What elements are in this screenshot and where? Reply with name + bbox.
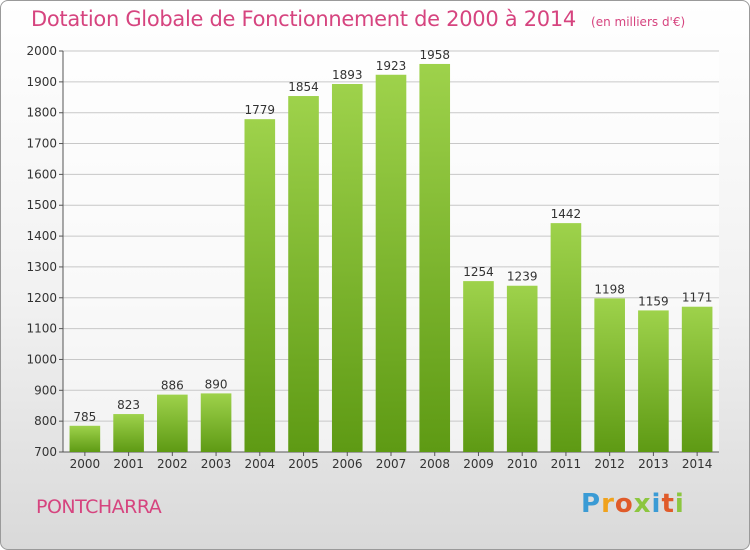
bar-value-label: 886 (161, 379, 184, 393)
y-tick-label: 1800 (26, 106, 57, 120)
x-tick-label: 2003 (201, 457, 232, 471)
x-tick-label: 2007 (376, 457, 407, 471)
bar-value-label: 785 (73, 410, 96, 424)
bar (638, 310, 669, 452)
y-tick-label: 1300 (26, 260, 57, 274)
y-tick-label: 2000 (26, 44, 57, 58)
x-tick-label: 2000 (70, 457, 101, 471)
bar (419, 63, 451, 452)
bar-value-label: 1854 (288, 80, 319, 94)
bar-value-label: 1779 (245, 103, 276, 117)
bar (244, 119, 276, 453)
bar (506, 285, 538, 452)
bar-value-label: 1958 (419, 48, 450, 62)
y-tick-label: 1200 (26, 291, 57, 305)
bar-value-label: 1254 (463, 265, 494, 279)
x-tick-label: 2014 (682, 457, 713, 471)
bar (288, 96, 319, 452)
x-tick-label: 2004 (245, 457, 276, 471)
y-tick-label: 1600 (26, 167, 57, 181)
bar (157, 394, 188, 452)
bar (113, 414, 144, 452)
bar-value-label: 890 (205, 377, 228, 391)
bar (463, 281, 494, 452)
logo-letter: P (581, 489, 602, 519)
chart-title: Dotation Globale de Fonctionnement de 20… (31, 7, 685, 31)
commune-name: PONTCHARRA (36, 496, 162, 518)
bar (69, 425, 101, 452)
title-main: Dotation Globale de Fonctionnement de 20… (31, 7, 576, 31)
bar (681, 306, 713, 452)
x-tick-label: 2013 (638, 457, 669, 471)
bar-value-label: 1159 (638, 294, 669, 308)
y-tick-label: 1400 (26, 229, 57, 243)
bar (550, 223, 582, 452)
y-tick-label: 700 (34, 445, 57, 459)
y-tick-label: 1900 (26, 75, 57, 89)
x-tick-label: 2009 (463, 457, 494, 471)
bar-value-label: 1171 (682, 291, 713, 305)
x-tick-label: 2005 (288, 457, 319, 471)
y-tick-label: 1700 (26, 137, 57, 151)
logo-letter: o (614, 489, 634, 519)
y-tick-label: 800 (34, 414, 57, 428)
logo-letter: i (674, 489, 685, 519)
x-tick-label: 2010 (507, 457, 538, 471)
bar-value-label: 1893 (332, 68, 363, 82)
title-unit-note: (en milliers d'€) (591, 15, 686, 29)
y-tick-label: 1000 (26, 352, 57, 366)
logo-letter: r (601, 489, 615, 519)
y-tick-label: 1100 (26, 322, 57, 336)
bar (331, 84, 363, 453)
bar (375, 74, 407, 453)
bar-value-label: 1923 (376, 59, 407, 73)
y-tick-label: 900 (34, 383, 57, 397)
x-tick-label: 2012 (594, 457, 625, 471)
logo-letter: t (661, 489, 675, 519)
logo-letter: x (633, 489, 652, 519)
bar (594, 298, 625, 452)
bar-value-label: 1198 (594, 282, 625, 296)
x-tick-label: 2011 (551, 457, 582, 471)
x-tick-label: 2001 (113, 457, 144, 471)
y-tick-label: 1500 (26, 198, 57, 212)
bar-value-label: 1442 (551, 207, 582, 221)
proxiti-logo: Proxiti (581, 489, 685, 519)
x-tick-label: 2006 (332, 457, 363, 471)
bar-value-label: 823 (117, 398, 140, 412)
x-tick-label: 2008 (419, 457, 450, 471)
logo-letter: i (651, 489, 662, 519)
bar-value-label: 1239 (507, 270, 538, 284)
x-tick-label: 2002 (157, 457, 188, 471)
bar (200, 393, 232, 452)
